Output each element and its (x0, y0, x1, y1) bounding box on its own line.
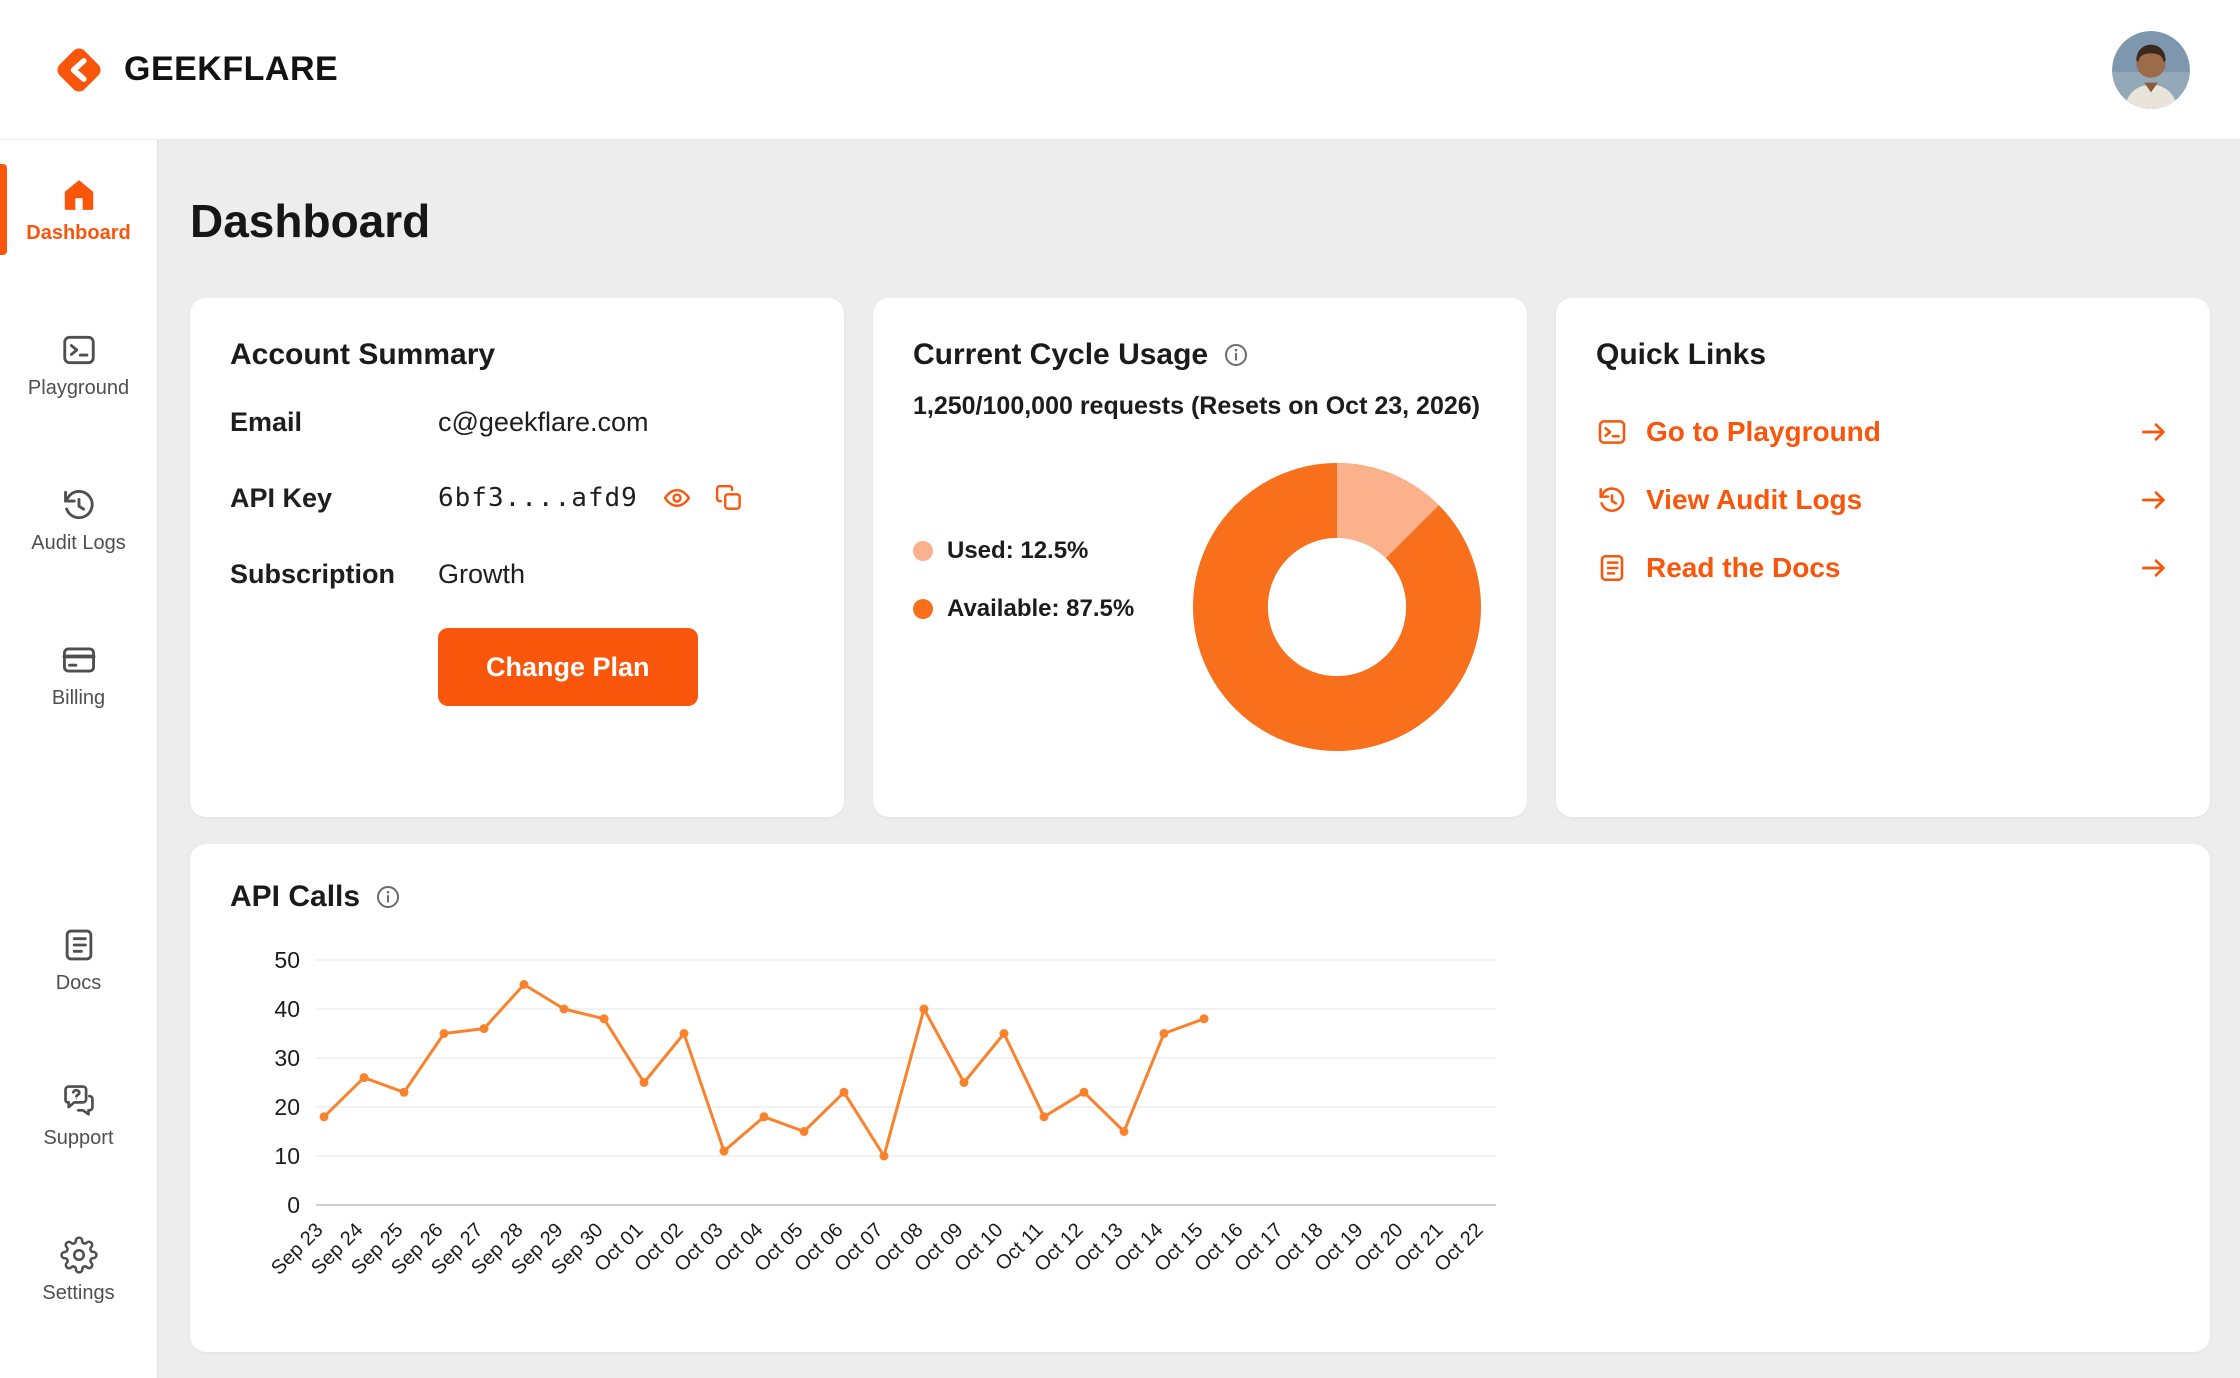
subscription-row: Subscription Growth (230, 548, 804, 600)
gear-icon (59, 1236, 98, 1274)
email-label: Email (230, 406, 303, 437)
page-title: Dashboard (190, 195, 431, 247)
svg-text:20: 20 (274, 1094, 300, 1120)
legend-item-available: Available: 87.5% (913, 595, 1134, 623)
sidebar-item-label: Dashboard (26, 222, 131, 244)
terminal-icon (60, 331, 98, 369)
credit-card-icon (60, 641, 98, 679)
doc-icon (1596, 552, 1628, 584)
svg-text:0: 0 (287, 1192, 300, 1218)
sidebar-item-label: Playground (27, 377, 130, 399)
arrow-right-icon (2138, 416, 2170, 448)
terminal-icon (1596, 416, 1628, 448)
sidebar-item-support[interactable]: Support (0, 1065, 157, 1164)
svg-text:40: 40 (274, 996, 300, 1022)
email-value: c@geekflare.com (438, 406, 649, 437)
email-row: Email c@geekflare.com (230, 396, 804, 448)
account-summary-card: Account Summary Email c@geekflare.com AP… (190, 298, 844, 817)
quick-link-audit-logs[interactable]: View Audit Logs (1596, 484, 2170, 516)
history-icon (60, 486, 98, 524)
quick-links-title: Quick Links (1596, 338, 1767, 371)
api-key-value: 6bf3....afd9 (438, 483, 638, 513)
usage-card: Current Cycle Usage 1,250/100,000 reques… (873, 298, 1527, 817)
sidebar-item-label: Docs (55, 972, 102, 994)
arrow-right-icon (2138, 484, 2170, 516)
sidebar-item-docs[interactable]: Docs (0, 910, 157, 1009)
info-icon[interactable] (374, 883, 402, 911)
geekflare-logo[interactable]: GEEKFLARE (50, 41, 338, 99)
usage-title: Current Cycle Usage (913, 338, 1209, 371)
usage-donut-chart (1193, 463, 1481, 751)
available-dot (913, 599, 933, 619)
quick-link-docs[interactable]: Read the Docs (1596, 552, 2170, 584)
arrow-right-icon (2138, 552, 2170, 584)
history-icon (1596, 484, 1628, 516)
donut-used-arc (1193, 463, 1481, 751)
subscription-value: Growth (438, 558, 526, 589)
sidebar-item-label: Audit Logs (31, 532, 126, 554)
usage-summary: 1,250/100,000 requests (Resets on Oct 23… (913, 392, 1480, 420)
api-calls-card: API Calls 0 10 20 30 40 50 Sep 23 Sep 24 Sep 25 S… (190, 844, 2210, 1352)
subscription-label: Subscription (230, 558, 396, 589)
info-icon[interactable] (1222, 341, 1250, 369)
user-avatar[interactable] (2112, 30, 2190, 109)
quick-link-playground[interactable]: Go to Playground (1596, 416, 2170, 448)
top-header: GEEKFLARE (0, 0, 2240, 140)
geekflare-logo-icon (50, 41, 108, 99)
svg-text:30: 30 (274, 1045, 300, 1071)
quick-links-card: Quick Links Go to Playground (1556, 298, 2210, 817)
eye-icon[interactable] (662, 483, 692, 513)
sidebar-item-playground[interactable]: Playground (0, 315, 157, 414)
copy-icon[interactable] (714, 483, 744, 513)
sidebar-item-settings[interactable]: Settings (0, 1220, 157, 1319)
book-icon (60, 926, 98, 964)
used-dot (913, 541, 933, 561)
main-content: Dashboard Account Summary Email c@geekfl… (158, 140, 2240, 1378)
sidebar-item-dashboard[interactable]: Dashboard (0, 160, 157, 259)
home-icon (60, 176, 98, 214)
brand-name: GEEKFLARE (124, 50, 339, 88)
api-calls-title: API Calls (230, 880, 361, 913)
sidebar-item-audit-logs[interactable]: Audit Logs (0, 470, 157, 569)
sidebar-item-billing[interactable]: Billing (0, 625, 157, 724)
sidebar-item-label: Settings (42, 1282, 115, 1304)
sidebar-item-label: Billing (51, 687, 106, 709)
usage-legend: Used: 12.5% Available: 87.5% (913, 537, 1134, 623)
sidebar: Dashboard Playground Audit Logs (0, 140, 158, 1378)
svg-text:50: 50 (274, 947, 300, 973)
legend-item-used: Used: 12.5% (913, 537, 1134, 565)
account-summary-title: Account Summary (230, 338, 496, 371)
chat-question-icon (60, 1081, 98, 1119)
api-key-row: API Key 6bf3....afd9 (230, 472, 804, 524)
sidebar-item-label: Support (43, 1127, 114, 1149)
change-plan-button[interactable]: Change Plan (438, 628, 698, 706)
api-key-label: API Key (230, 482, 333, 513)
svg-text:10: 10 (274, 1143, 300, 1169)
